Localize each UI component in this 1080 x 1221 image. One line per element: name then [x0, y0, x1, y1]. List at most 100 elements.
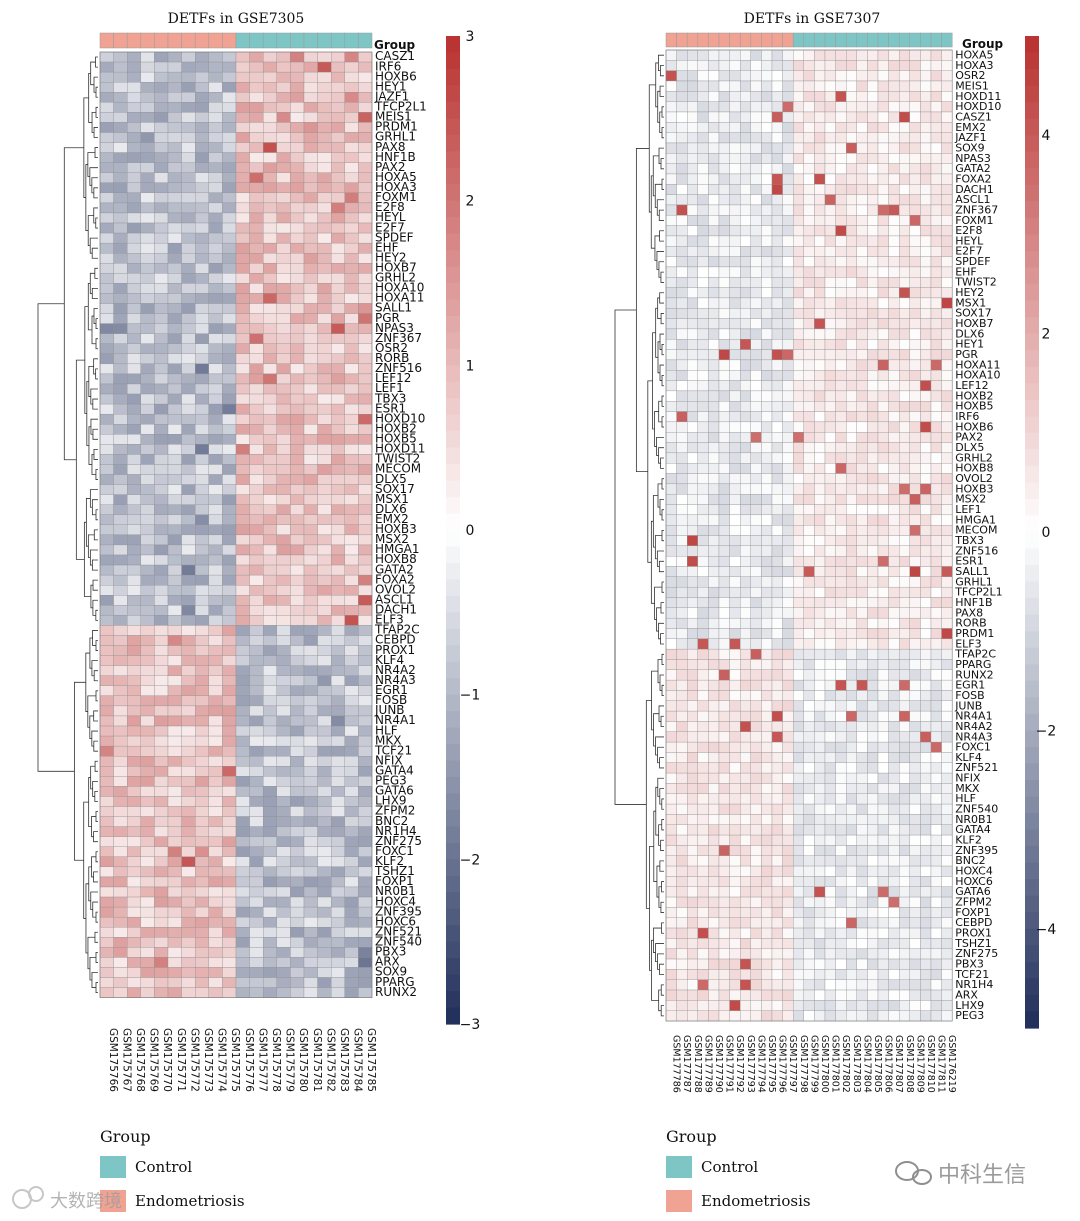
heatmap-cell: [154, 182, 169, 194]
heatmap-cell: [665, 1000, 677, 1011]
heatmap-cell: [888, 173, 900, 185]
heatmap-cell: [803, 886, 815, 898]
column-label: GSM177786: [671, 1035, 682, 1093]
heatmap-cell: [195, 102, 209, 113]
heatmap-cell: [941, 442, 953, 454]
heatmap-cell: [676, 473, 688, 485]
heatmap-cell: [761, 700, 773, 712]
heatmap-cell: [195, 524, 209, 536]
heatmap-cell: [771, 525, 783, 536]
heatmap-cell: [740, 948, 751, 960]
heatmap-cell: [824, 101, 836, 113]
heatmap-cell: [331, 434, 345, 445]
heatmap-cell: [181, 71, 196, 83]
heatmap-cell: [140, 71, 155, 83]
heatmap-cell: [154, 937, 169, 948]
heatmap-cell: [303, 645, 318, 656]
heatmap-cell: [888, 896, 900, 908]
heatmap-cell: [740, 390, 751, 402]
heatmap-cell: [718, 917, 730, 929]
heatmap-cell: [941, 235, 953, 247]
heatmap-cell: [888, 60, 900, 71]
heatmap-cell: [195, 655, 209, 666]
heatmap-cell: [344, 947, 359, 958]
heatmap-cell: [930, 948, 942, 960]
heatmap-cell: [127, 434, 141, 445]
heatmap-cell: [276, 152, 291, 163]
heatmap-cell: [358, 655, 373, 666]
column-label: GSM177791: [724, 1035, 735, 1093]
heatmap-cell: [888, 142, 900, 154]
heatmap-cell: [888, 204, 900, 216]
heatmap-cell: [835, 752, 847, 763]
heatmap-cell: [930, 49, 942, 61]
heatmap-cell: [750, 896, 762, 908]
heatmap-cell: [740, 225, 751, 237]
heatmap-cell: [167, 896, 182, 908]
heatmap-cell: [920, 855, 932, 867]
heatmap-cell: [208, 92, 223, 103]
heatmap-cell: [344, 605, 359, 616]
heatmap-cell: [344, 826, 359, 837]
heatmap-cell: [290, 424, 305, 435]
dendrogram-branch: [94, 147, 98, 159]
heatmap-cell: [263, 313, 277, 324]
dendrogram-branch: [652, 155, 660, 197]
heatmap-cell: [888, 814, 900, 825]
heatmap-cell: [718, 101, 730, 113]
heatmap-cell: [249, 615, 264, 626]
heatmap-cell: [113, 353, 128, 365]
heatmap-cell: [195, 796, 209, 807]
heatmap-cell: [276, 574, 291, 586]
heatmap-cell: [235, 595, 250, 606]
heatmap-cell: [877, 328, 889, 340]
heatmap-cell: [888, 80, 900, 92]
heatmap-cell: [99, 403, 114, 415]
scale-step: [446, 842, 460, 860]
heatmap-cell: [222, 162, 237, 173]
heatmap-cell: [750, 411, 762, 423]
dendrogram-branch: [654, 535, 662, 560]
dendrogram-branch: [655, 307, 658, 358]
heatmap-cell: [856, 421, 868, 433]
dendrogram-branch: [658, 824, 662, 846]
heatmap-cell: [803, 824, 815, 836]
row-label: MECOM: [375, 462, 421, 476]
heatmap-cell: [235, 192, 250, 204]
heatmap-cell: [344, 524, 359, 536]
heatmap-cell: [920, 535, 932, 547]
heatmap-cell: [782, 896, 794, 908]
heatmap-cell: [303, 454, 318, 465]
heatmap-cell: [358, 836, 373, 847]
heatmap-cell: [793, 700, 804, 712]
heatmap-cell: [331, 705, 345, 717]
row-labels: HOXA5HOXA3OSR2MEIS1HOXD11HOXD10CASZ1EMX2…: [954, 48, 1003, 1022]
heatmap-cell: [113, 705, 128, 717]
heatmap-cell: [899, 132, 910, 144]
heatmap-cell: [676, 979, 688, 991]
heatmap-cell: [771, 349, 783, 361]
heatmap-cell: [222, 947, 237, 958]
row-label: NPAS3: [955, 152, 991, 165]
heatmap-cell: [140, 212, 155, 224]
dendrogram-branch: [661, 653, 664, 666]
scale-step: [446, 36, 460, 54]
row-label: SALL1: [955, 565, 989, 578]
heatmap-cell: [263, 927, 277, 938]
heatmap-cell: [750, 318, 762, 330]
heatmap-cell: [276, 695, 291, 707]
heatmap-cell: [276, 947, 291, 958]
heatmap-cell: [317, 705, 332, 717]
row-label: OSR2: [955, 69, 985, 82]
heatmap-cell: [941, 876, 953, 887]
heatmap-cell: [888, 803, 900, 815]
heatmap-cell: [235, 665, 250, 676]
heatmap-cell: [814, 421, 826, 433]
heatmap-cell: [782, 91, 794, 102]
heatmap-cell: [750, 452, 762, 464]
heatmap-cell: [208, 756, 223, 767]
row-label: FOSB: [955, 689, 985, 702]
heatmap-cell: [708, 60, 720, 71]
heatmap-cell: [867, 566, 879, 578]
heatmap-cell: [708, 710, 720, 722]
